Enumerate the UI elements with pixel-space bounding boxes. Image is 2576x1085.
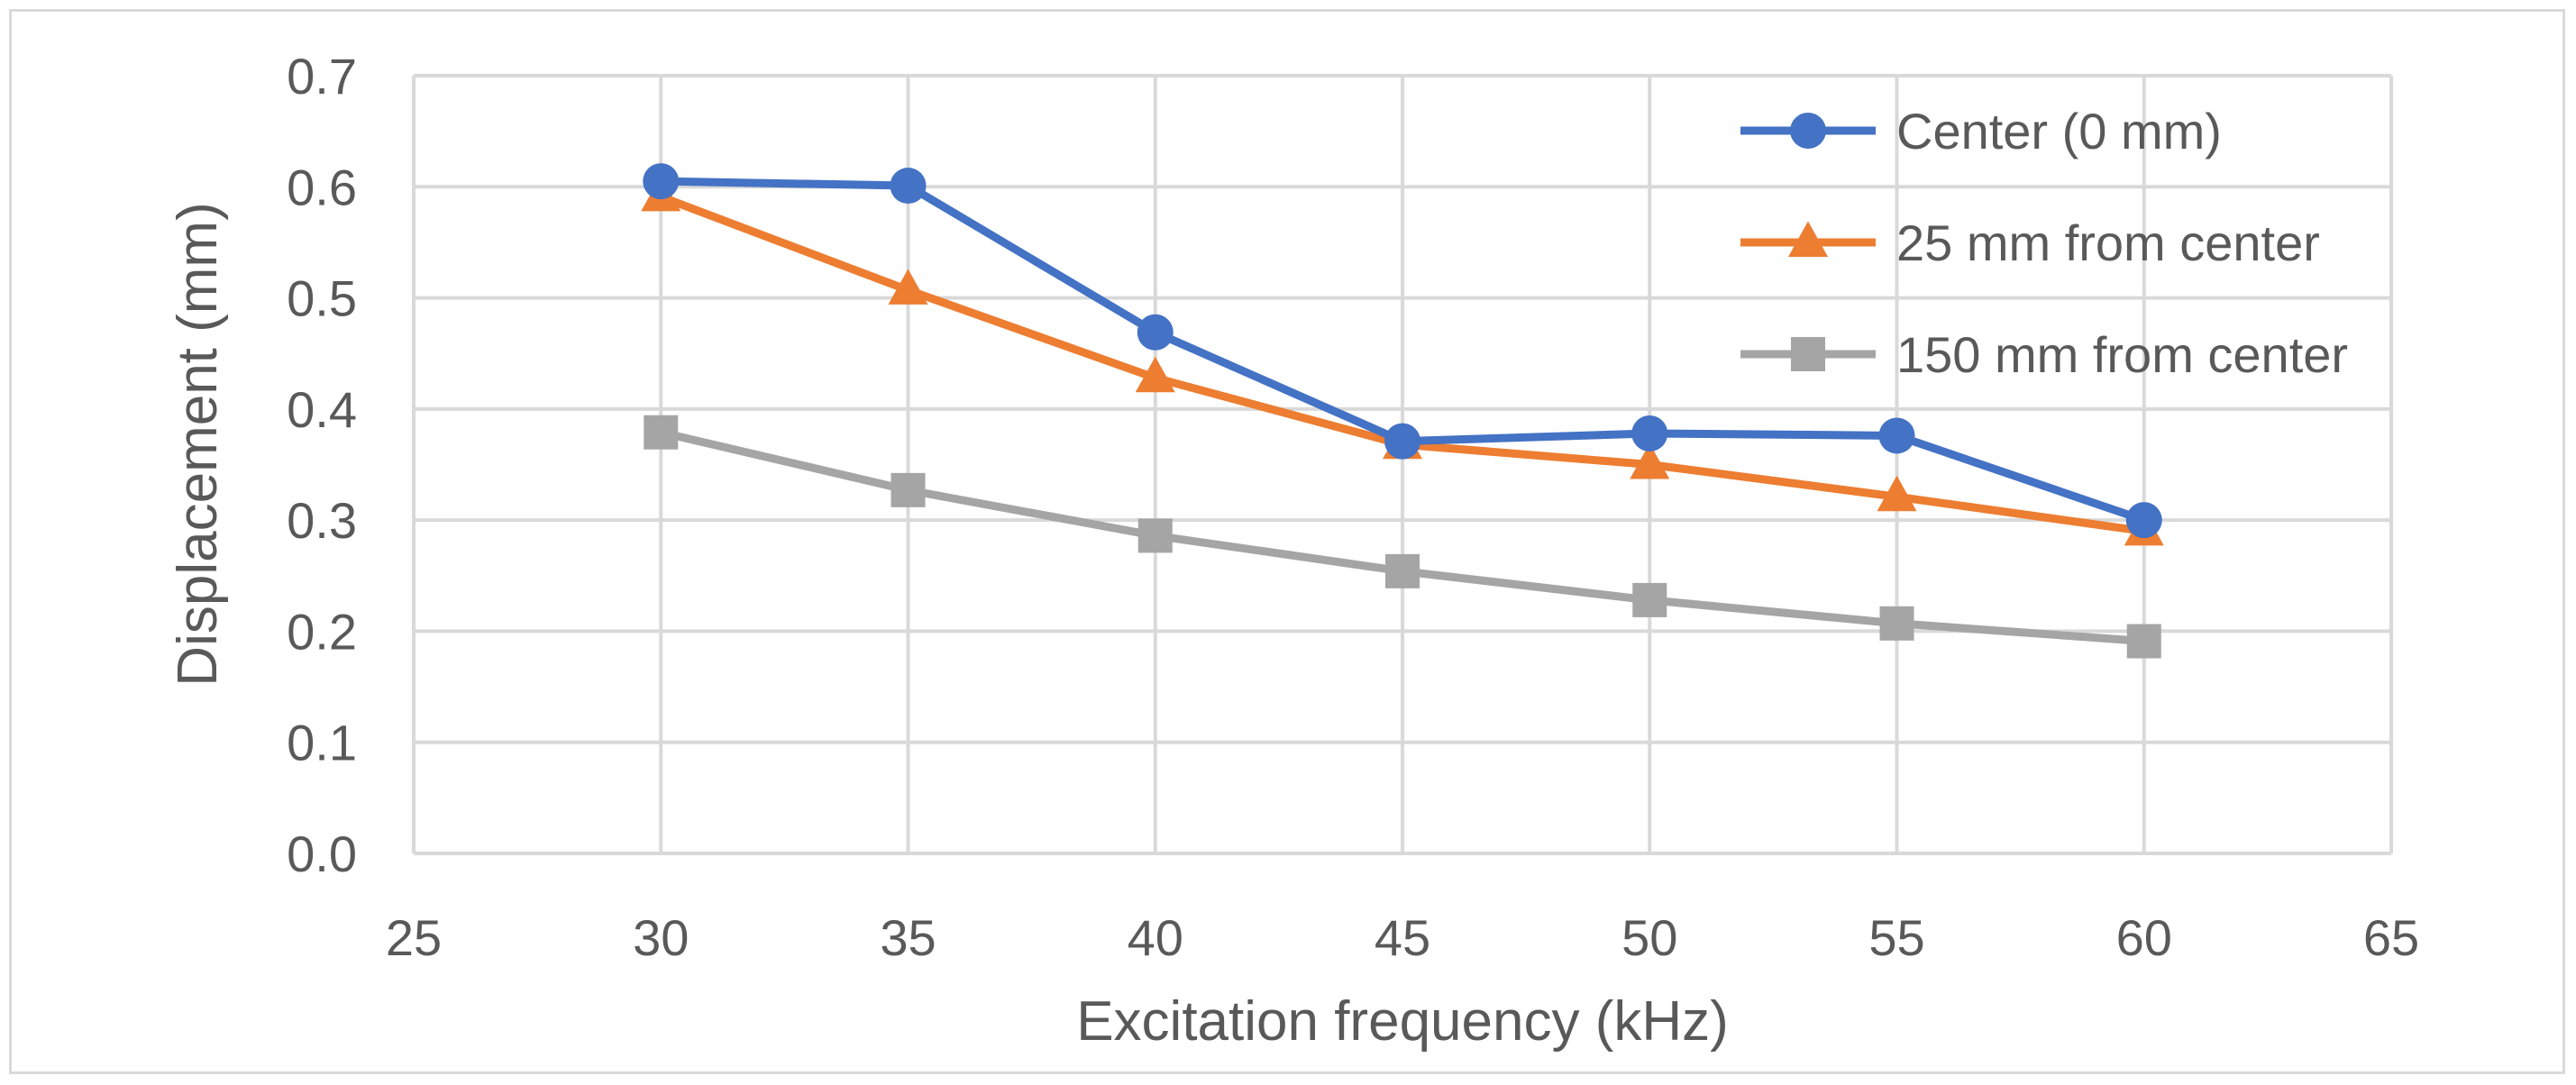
legend-marker (1788, 221, 1828, 257)
data-point (1877, 475, 1917, 512)
data-point (1384, 423, 1420, 460)
y-tick-label: 0.5 (287, 270, 357, 327)
data-point (2125, 502, 2162, 539)
x-tick-label: 50 (1621, 909, 1677, 966)
x-tick-label: 60 (2116, 909, 2172, 966)
y-tick-label: 0.4 (287, 381, 357, 438)
y-tick-label: 0.1 (287, 715, 357, 771)
data-point (1631, 415, 1668, 451)
data-point (890, 168, 927, 205)
data-point (2126, 624, 2161, 659)
data-point (643, 163, 680, 200)
y-tick-label: 0.0 (287, 825, 357, 882)
series-0 (643, 163, 2162, 539)
data-point (1137, 518, 1173, 553)
legend-marker (1791, 337, 1825, 371)
y-axis-title: Displacement (mm) (167, 202, 229, 686)
x-tick-label: 40 (1128, 909, 1183, 966)
series-layer (641, 163, 2164, 659)
data-point (1878, 417, 1915, 454)
grid (412, 74, 2393, 855)
data-point (1632, 582, 1667, 617)
data-point (891, 472, 926, 507)
x-tick-label: 45 (1375, 909, 1430, 966)
legend-marker (1790, 113, 1826, 149)
legend-label: Center (0 mm) (1896, 103, 2222, 160)
y-tick-label: 0.3 (287, 492, 357, 549)
data-point (1135, 356, 1175, 393)
legend-label: 25 mm from center (1896, 214, 2320, 271)
x-tick-label: 65 (2363, 909, 2419, 966)
x-tick-label: 55 (1868, 909, 1924, 966)
y-tick-label: 0.6 (287, 159, 357, 215)
data-point (644, 415, 679, 450)
data-point (1137, 314, 1174, 351)
y-tick-label: 0.7 (287, 48, 357, 105)
data-point (888, 269, 928, 305)
legend-entry: Center (0 mm) (1740, 103, 2222, 160)
data-point (1879, 606, 1914, 641)
data-point (1385, 553, 1420, 588)
legend-label: 150 mm from center (1896, 326, 2348, 383)
tick-labels: 0.0 0.1 0.2 0.3 0.4 0.5 0.6 0.7 25 30 35 40 45 50 55 60… (287, 48, 2419, 966)
legend-entry: 150 mm from center (1740, 326, 2348, 383)
x-tick-label: 25 (386, 909, 442, 966)
legend-entry: 25 mm from center (1740, 214, 2320, 271)
x-tick-label: 30 (633, 909, 689, 966)
legend: Center (0 mm) 25 mm from center 150 mm fro… (1740, 103, 2348, 383)
x-axis-title: Excitation frequency (kHz) (1076, 990, 1729, 1053)
series-2 (644, 415, 2161, 659)
data-point (1630, 442, 1670, 479)
y-tick-label: 0.2 (287, 603, 357, 660)
x-tick-label: 35 (880, 909, 936, 966)
